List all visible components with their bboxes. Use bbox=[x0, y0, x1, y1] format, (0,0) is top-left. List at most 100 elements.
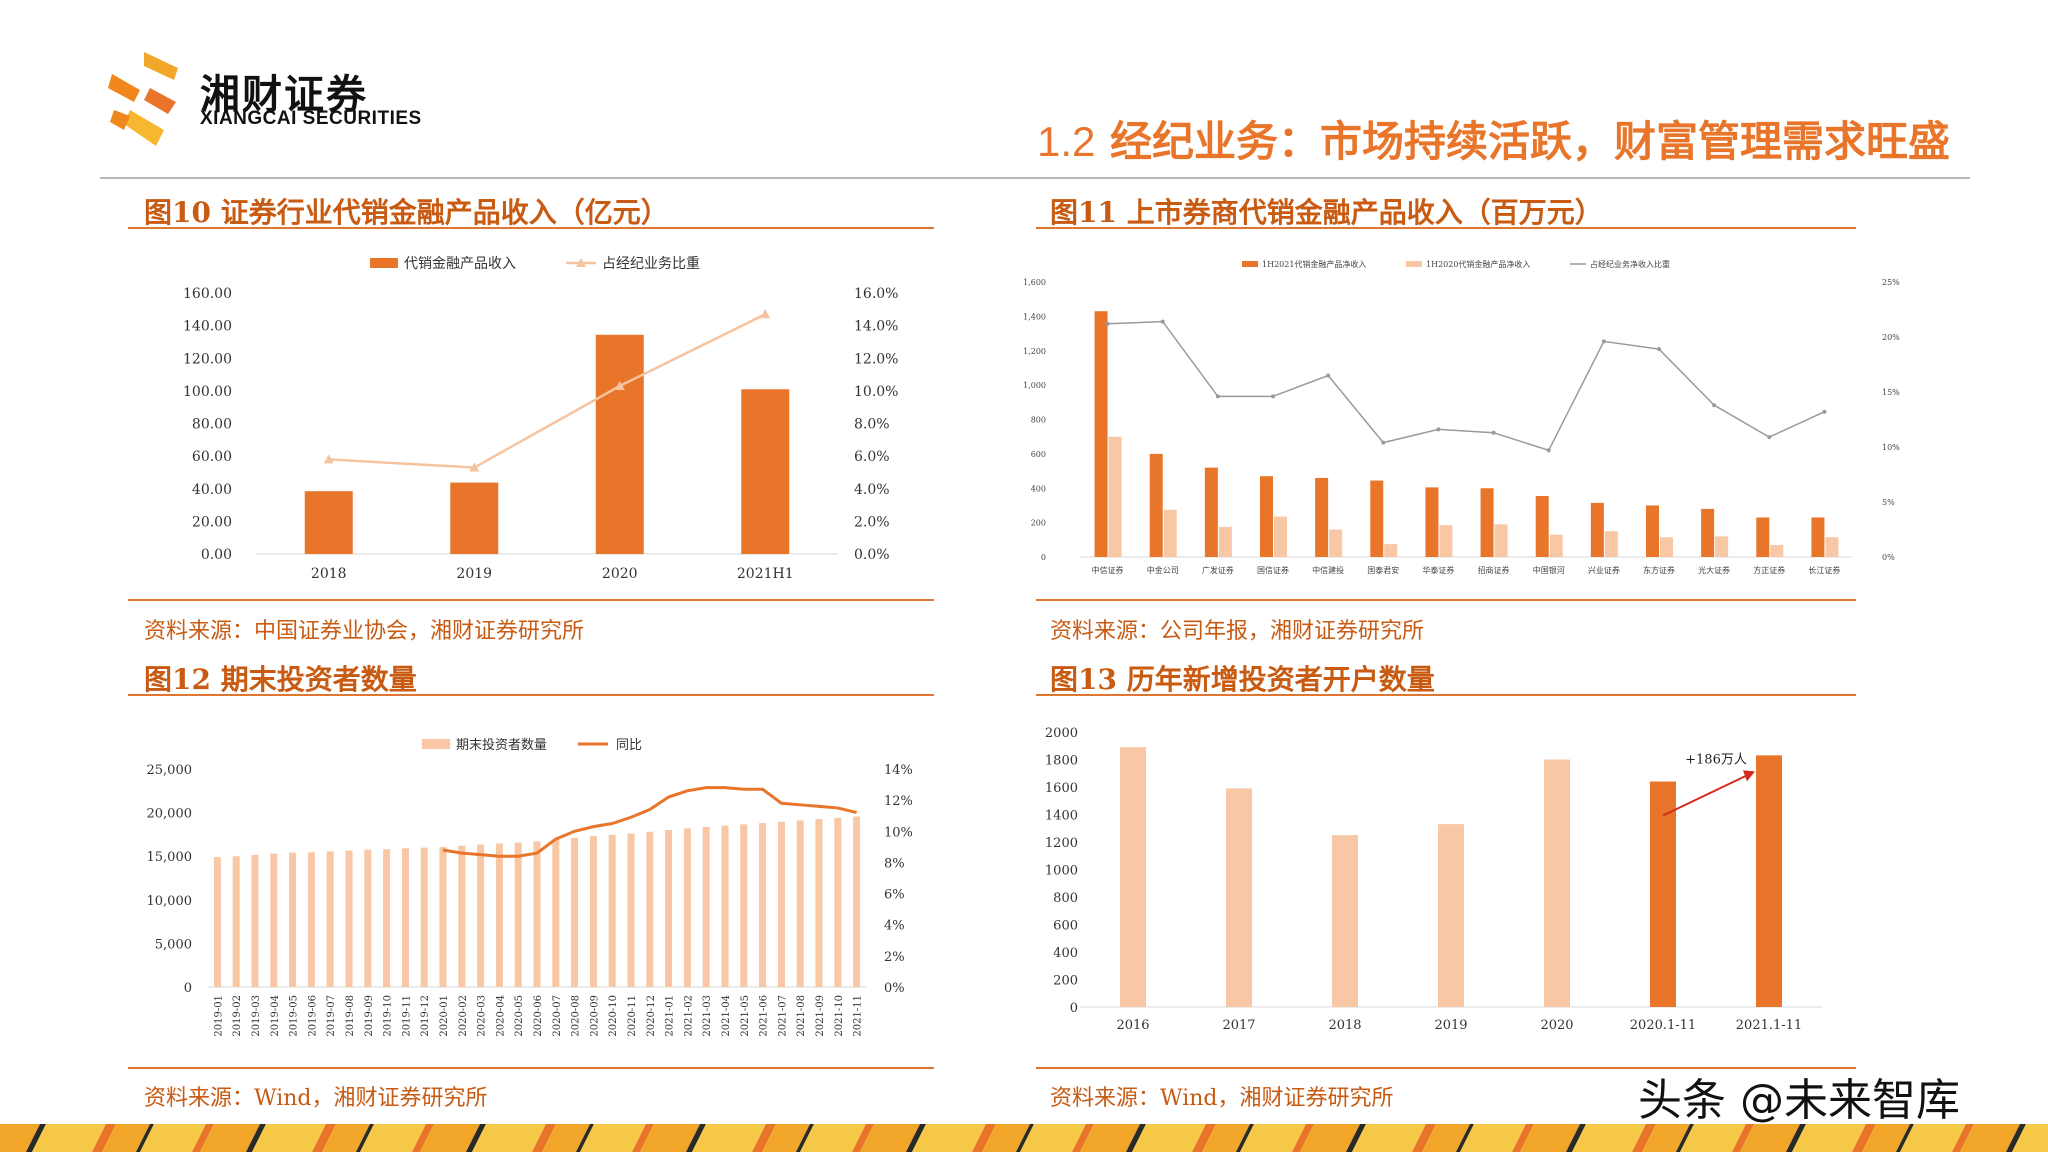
y-tick-label: 1000 bbox=[1045, 864, 1078, 879]
footer-stripe-segment bbox=[360, 1124, 426, 1152]
footer-stripe-segment bbox=[796, 1124, 814, 1152]
x-tick-label: 东方证券 bbox=[1643, 565, 1675, 575]
fig10-title-rule bbox=[128, 227, 934, 229]
legend-swatch-1h2020 bbox=[1406, 261, 1422, 267]
y-tick-label: 0 bbox=[184, 981, 192, 996]
y-tick-label: 1,200 bbox=[1023, 347, 1046, 356]
footer-stripe-segment bbox=[906, 1124, 926, 1152]
footer-stripe-segment bbox=[972, 1124, 996, 1152]
legend-label: 期末投资者数量 bbox=[456, 737, 547, 753]
bar bbox=[683, 828, 691, 987]
legend-marker bbox=[576, 258, 586, 267]
y-tick-label: 5,000 bbox=[155, 937, 192, 952]
footer-stripe-segment bbox=[1572, 1124, 1646, 1152]
y2-tick-label: 12.0% bbox=[854, 351, 898, 367]
bar bbox=[815, 819, 823, 987]
y-tick-label: 60.00 bbox=[192, 449, 232, 465]
bar bbox=[304, 491, 353, 554]
bar-1h2021 bbox=[1204, 467, 1218, 557]
footer-stripe-segment bbox=[322, 1124, 370, 1152]
series-line bbox=[328, 313, 766, 469]
bar bbox=[364, 849, 372, 987]
bar-1h2020 bbox=[1329, 529, 1343, 557]
footer-stripe-segment bbox=[2012, 1124, 2048, 1152]
bar bbox=[1332, 835, 1358, 1007]
x-tick-label: 2021-07 bbox=[777, 995, 788, 1037]
bar-1h2021 bbox=[1811, 517, 1825, 557]
bar-1h2020 bbox=[1549, 534, 1563, 557]
logo-mark-icon bbox=[108, 52, 178, 146]
footer-stripe-segment bbox=[800, 1124, 866, 1152]
footer-stripe-segment bbox=[1202, 1124, 1250, 1152]
fig11-bottom-rule bbox=[1036, 599, 1856, 601]
x-tick-label: 2020-12 bbox=[646, 995, 657, 1037]
x-tick-label: 2020-03 bbox=[477, 995, 488, 1037]
x-tick-label: 2019-12 bbox=[420, 995, 431, 1037]
footer-stripe-segment bbox=[1192, 1124, 1216, 1152]
x-tick-label: 2019-08 bbox=[345, 995, 356, 1037]
bar bbox=[834, 817, 842, 987]
legend-swatch-bar bbox=[422, 739, 450, 749]
x-tick-label: 2017 bbox=[1222, 1018, 1255, 1033]
bar-1h2020 bbox=[1218, 526, 1232, 557]
fig10-bottom-rule bbox=[128, 599, 934, 601]
bar bbox=[401, 848, 409, 987]
x-tick-label: 2019-04 bbox=[270, 995, 281, 1037]
fig10-source: 资料来源：中国证券业协会，湘财证券研究所 bbox=[144, 619, 585, 644]
footer-stripe-segment bbox=[1460, 1124, 1526, 1152]
bar bbox=[458, 845, 466, 987]
legend-label: 1H2021代销金融产品净收入 bbox=[1262, 259, 1366, 269]
bar-1h2021 bbox=[1370, 480, 1384, 557]
y-tick-label: 80.00 bbox=[192, 417, 232, 433]
bar bbox=[1756, 755, 1782, 1007]
y2-tick-label: 14% bbox=[884, 763, 913, 778]
bar bbox=[608, 834, 616, 987]
y-tick-label: 200 bbox=[1053, 974, 1078, 989]
y-tick-label: 1800 bbox=[1045, 754, 1078, 769]
x-tick-label: 2021-10 bbox=[834, 995, 845, 1037]
footer-stripe-segment bbox=[1240, 1124, 1306, 1152]
y-tick-label: 2000 bbox=[1045, 726, 1078, 741]
bar bbox=[1120, 747, 1146, 1007]
line-marker bbox=[1271, 394, 1275, 399]
footer-stripe-segment bbox=[1960, 1124, 2020, 1152]
y-tick-label: 800 bbox=[1031, 416, 1046, 425]
x-tick-label: 2021-03 bbox=[702, 995, 713, 1037]
bar bbox=[589, 836, 597, 987]
x-tick-label: 2020 bbox=[602, 566, 638, 582]
footer-stripe-segment bbox=[1852, 1124, 1876, 1152]
bar-1h2021 bbox=[1260, 476, 1273, 557]
y-tick-label: 100.00 bbox=[183, 384, 232, 400]
y-tick-label: 400 bbox=[1031, 484, 1046, 493]
fig13-chart: 0 200 400 600 800 1000 1200 1400 1600 1800 2000 201… bbox=[1045, 726, 1822, 1033]
footer-stripe-segment bbox=[982, 1124, 1030, 1152]
x-tick-label: 中信证券 bbox=[1092, 565, 1124, 575]
footer-stripe-segment bbox=[466, 1124, 486, 1152]
footer-stripe-segment bbox=[762, 1124, 810, 1152]
y-tick-label: 1600 bbox=[1045, 781, 1078, 796]
y2-tick-label: 16.0% bbox=[854, 286, 898, 302]
fig12-chart: 0 5,000 10,000 15,000 20,000 25,000 0% 2% 4% 6% 8%… bbox=[147, 737, 913, 1037]
x-tick-label: 2019-07 bbox=[326, 995, 337, 1037]
y2-tick-label: 0.0% bbox=[854, 547, 890, 563]
fig10-title: 图10 证券行业代销金融产品收入（亿元） bbox=[144, 196, 669, 229]
fig11-title: 图11 上市券商代销金融产品收入（百万元） bbox=[1050, 196, 1603, 229]
series-line bbox=[1107, 320, 1825, 452]
bar-1h2021 bbox=[1149, 453, 1163, 557]
y-tick-label: 1400 bbox=[1045, 809, 1078, 824]
x-tick-label: 长江证券 bbox=[1808, 565, 1840, 575]
y-tick-label: 120.00 bbox=[183, 351, 232, 367]
y-tick-label: 400 bbox=[1053, 946, 1078, 961]
footer-stripe-segment bbox=[1786, 1124, 1806, 1152]
y-tick-label: 600 bbox=[1031, 450, 1046, 459]
x-tick-label: 2020-07 bbox=[552, 995, 563, 1037]
y-tick-label: 40.00 bbox=[192, 482, 232, 498]
logo-text-en: XIANGCAI SECURITIES bbox=[200, 108, 422, 129]
x-tick-label: 2019-11 bbox=[401, 995, 412, 1037]
slide-title: 1.2 经纪业务：市场持续活跃，财富管理需求旺盛 bbox=[1037, 108, 1950, 169]
footer-stripe-segment bbox=[1016, 1124, 1034, 1152]
x-tick-label: 2020-10 bbox=[608, 995, 619, 1037]
y2-tick-label: 4% bbox=[884, 919, 905, 934]
fig11-title-rule bbox=[1036, 227, 1856, 229]
y2-tick-label: 4.0% bbox=[854, 482, 890, 498]
